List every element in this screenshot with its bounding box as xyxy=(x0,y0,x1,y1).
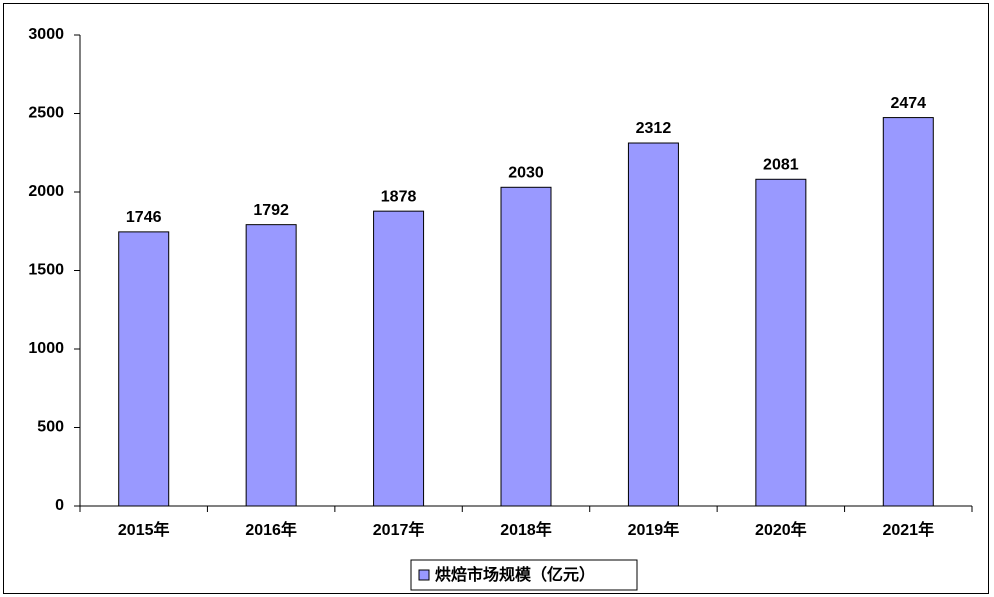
legend-swatch xyxy=(418,569,430,581)
y-tick-label: 500 xyxy=(37,419,64,436)
bar xyxy=(755,178,807,507)
data-label: 2081 xyxy=(763,157,799,174)
bar xyxy=(627,142,679,507)
x-tick-label: 2016年 xyxy=(245,520,297,539)
bar xyxy=(118,231,170,507)
y-tick-label: 0 xyxy=(55,497,64,514)
bar xyxy=(500,186,552,507)
y-tick-label: 1000 xyxy=(28,340,64,357)
bar xyxy=(882,117,934,507)
x-tick-label: 2015年 xyxy=(118,520,170,539)
x-tick-label: 2020年 xyxy=(755,520,807,539)
y-tick-label: 2000 xyxy=(28,183,64,200)
data-label: 1792 xyxy=(253,202,289,219)
legend-label: 烘焙市场规模（亿元） xyxy=(435,565,595,584)
data-label: 2474 xyxy=(890,95,926,112)
y-tick-label: 1500 xyxy=(28,262,64,279)
data-label: 2030 xyxy=(508,165,544,182)
x-tick-label: 2019年 xyxy=(628,520,680,539)
data-label: 1878 xyxy=(381,188,417,205)
bar xyxy=(245,224,297,507)
data-label: 2312 xyxy=(636,120,672,137)
x-tick-label: 2018年 xyxy=(500,520,552,539)
x-tick-label: 2017年 xyxy=(373,520,425,539)
bar xyxy=(373,210,425,507)
legend-box xyxy=(410,559,638,591)
data-label: 1746 xyxy=(126,209,162,226)
x-tick-label: 2021年 xyxy=(882,520,934,539)
y-tick-label: 3000 xyxy=(28,26,64,43)
y-tick-label: 2500 xyxy=(28,105,64,122)
